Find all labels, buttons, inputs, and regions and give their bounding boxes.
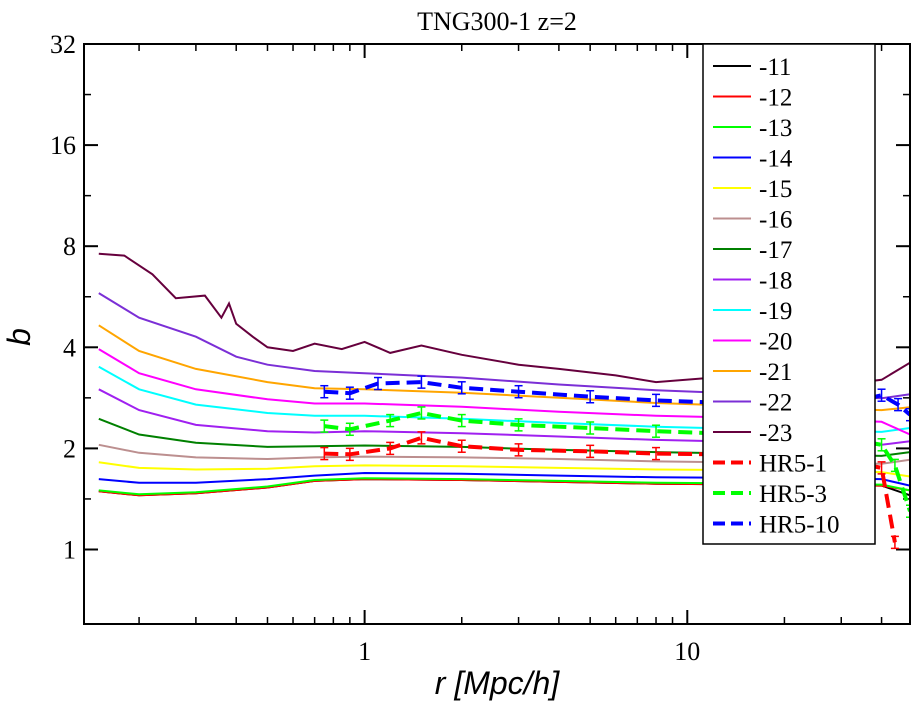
legend-label: -20 [759, 329, 792, 356]
error-bar [514, 418, 523, 432]
y-tick-label: 8 [63, 232, 76, 261]
legend-label: -15 [759, 176, 792, 203]
y-tick-label: 2 [63, 434, 76, 463]
error-bar [386, 413, 395, 428]
y-tick-label: 32 [50, 30, 76, 59]
error-bar [417, 431, 426, 445]
error-bar [345, 422, 354, 437]
error-bar [417, 406, 426, 420]
legend-label: -23 [759, 420, 792, 447]
legend-label: -14 [759, 146, 793, 173]
legend: -11 -12 -13 -14 -15 -16 -17 -18 -19 -20 -21 -22 -23 H… [702, 43, 876, 545]
error-bar [877, 438, 886, 452]
legend-label: -11 [759, 54, 791, 81]
x-tick-label: 10 [674, 637, 700, 666]
error-bar [457, 381, 466, 395]
error-bar [652, 446, 661, 461]
error-bar [417, 375, 426, 389]
legend-label: -18 [759, 268, 792, 295]
legend-label: -16 [759, 207, 792, 234]
error-bar [894, 397, 903, 412]
y-tick-label: 16 [50, 131, 76, 160]
legend-label: HR5-1 [759, 451, 827, 478]
error-bar [320, 419, 329, 433]
error-bar [652, 393, 661, 408]
error-bar [877, 461, 886, 475]
chart-title: TNG300-1 z=2 [417, 7, 577, 36]
error-bar [386, 441, 395, 456]
error-bar [320, 384, 329, 399]
y-tick-label: 1 [63, 535, 76, 564]
legend-label: -19 [759, 298, 792, 325]
legend-label: HR5-3 [759, 481, 827, 508]
error-bar [877, 388, 886, 402]
legend-label: -22 [759, 390, 792, 417]
y-tick-label: 4 [63, 333, 76, 362]
error-bar [345, 447, 354, 462]
error-bar [906, 504, 910, 518]
plot-frame [83, 43, 911, 625]
error-bar [652, 424, 661, 438]
error-bar [457, 439, 466, 453]
x-axis-label: r [Mpc/h] [435, 665, 561, 701]
error-bar [373, 376, 382, 391]
error-bar [345, 386, 354, 400]
legend-label: -12 [759, 85, 792, 112]
error-bar [586, 389, 595, 404]
error-bar [457, 413, 466, 428]
error-bar [586, 444, 595, 459]
error-bar [890, 535, 899, 550]
legend-label: -21 [759, 359, 792, 386]
legend-label: HR5-10 [759, 512, 840, 539]
legend-label: -17 [759, 237, 792, 264]
x-tick-label: 1 [358, 637, 371, 666]
legend-label: -13 [759, 115, 792, 142]
error-bar [514, 384, 523, 399]
y-axis-label: b [1, 328, 37, 346]
error-bar [320, 446, 329, 461]
error-bar [906, 407, 910, 422]
axes-layer: 1 10 1 2 4 8 16 32 [50, 30, 910, 666]
error-bar [890, 458, 899, 473]
error-bar [514, 443, 523, 457]
error-bar [586, 421, 595, 435]
